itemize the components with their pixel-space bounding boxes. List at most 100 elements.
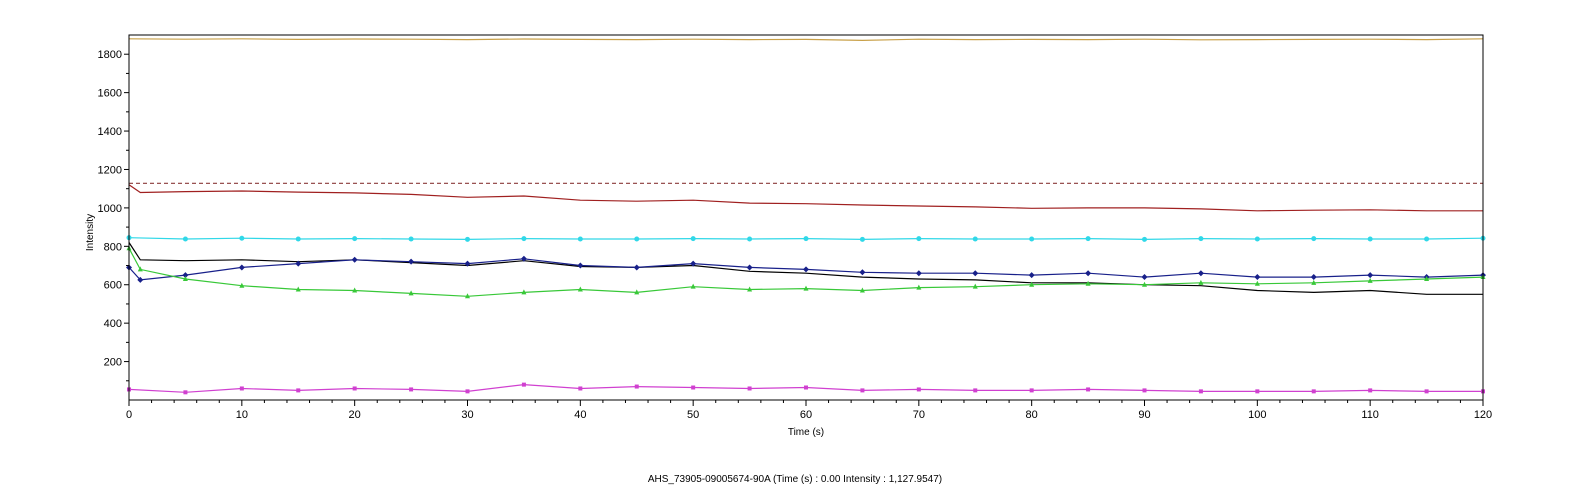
data-point [409, 387, 414, 392]
data-point [859, 269, 866, 276]
data-point [408, 290, 414, 296]
data-point [577, 286, 583, 292]
data-point [137, 266, 143, 272]
data-point [804, 385, 808, 390]
data-point [1367, 277, 1373, 283]
data-point [690, 236, 696, 242]
data-point [859, 287, 865, 293]
series-line-6 [128, 247, 1484, 297]
data-point [634, 289, 640, 295]
data-point [860, 388, 865, 393]
axes-layer [124, 53, 1484, 406]
y-tick-label: 600 [104, 280, 122, 292]
data-point [1198, 389, 1203, 394]
data-point [182, 236, 188, 242]
data-point [521, 236, 527, 242]
data-point [915, 270, 922, 277]
data-point [577, 262, 584, 269]
intensity-chart: 200 400 600 800 1000 1200 1400 1600 1800 0 10 20 30 4… [85, 34, 1493, 438]
data-point [1029, 236, 1035, 242]
data-point [464, 260, 471, 267]
data-point [1368, 388, 1373, 393]
data-point [1198, 279, 1204, 285]
data-point [1142, 388, 1147, 393]
data-point [1255, 389, 1260, 394]
data-point [973, 388, 978, 393]
data-point [521, 289, 527, 295]
series-line-1 [128, 38, 1484, 42]
data-point [1085, 280, 1091, 286]
data-point [1367, 236, 1373, 242]
data-point [577, 236, 583, 242]
data-point [1254, 274, 1261, 281]
x-tick-label: 100 [1248, 409, 1266, 421]
x-tick-label: 40 [574, 409, 586, 421]
data-point [634, 236, 640, 242]
data-point [803, 266, 809, 273]
data-point [972, 236, 978, 242]
data-point [633, 264, 640, 271]
data-point [239, 282, 245, 288]
data-point [408, 258, 415, 265]
x-tick-label: 30 [461, 409, 473, 421]
data-point [352, 287, 358, 293]
data-point [521, 382, 526, 387]
data-point [578, 386, 583, 391]
data-point [972, 283, 978, 289]
data-point [1086, 387, 1091, 392]
data-point [1424, 389, 1429, 394]
y-tick-label: 800 [104, 241, 122, 253]
data-point [972, 270, 979, 277]
data-point [1197, 270, 1204, 277]
data-point [238, 264, 245, 271]
data-point [803, 285, 809, 291]
data-point [916, 236, 922, 242]
x-tick-label: 110 [1361, 409, 1379, 421]
data-point [1311, 389, 1316, 394]
data-point [296, 388, 301, 393]
x-tick-label: 60 [800, 409, 812, 421]
data-point [1028, 272, 1035, 279]
data-point [1085, 236, 1091, 242]
y-tick-label: 400 [104, 318, 122, 330]
x-tick-label: 20 [349, 409, 361, 421]
data-point [408, 236, 414, 242]
data-point [1367, 272, 1374, 279]
ticks-layer: 200 400 600 800 1000 1200 1400 1600 1800 0 10 20 30 4… [98, 49, 1493, 421]
data-point [916, 387, 921, 392]
series-line-5 [128, 258, 1484, 281]
x-tick-label: 80 [1026, 409, 1038, 421]
data-point [1254, 236, 1260, 242]
y-tick-label: 1600 [98, 88, 122, 100]
data-point [747, 236, 753, 242]
data-point [295, 236, 301, 242]
data-point [1142, 236, 1147, 242]
data-point [747, 286, 753, 292]
data-point [1142, 281, 1147, 287]
data-point [465, 293, 470, 299]
data-point [239, 235, 245, 241]
data-point [182, 272, 189, 279]
data-point [465, 236, 470, 242]
data-point [691, 385, 696, 390]
data-point [1310, 274, 1317, 281]
x-tick-label: 120 [1474, 409, 1492, 421]
data-point [634, 384, 639, 389]
x-tick-label: 70 [913, 409, 925, 421]
x-tick-label: 0 [126, 409, 132, 421]
data-point [1085, 270, 1092, 277]
y-tick-label: 1200 [98, 164, 122, 176]
data-point [1029, 281, 1035, 287]
series-layer [126, 38, 1486, 395]
x-tick-label: 10 [236, 409, 248, 421]
data-point [1029, 388, 1034, 393]
data-point [465, 389, 470, 394]
status-readout: AHS_73905-09005674-90A (Time (s) : 0.00 … [647, 474, 943, 485]
data-point [1311, 236, 1317, 242]
y-tick-label: 1000 [98, 203, 122, 215]
y-tick-label: 1400 [98, 126, 122, 138]
data-point [352, 236, 358, 242]
data-point [183, 390, 188, 395]
data-point [747, 386, 752, 391]
data-point [1424, 236, 1430, 242]
